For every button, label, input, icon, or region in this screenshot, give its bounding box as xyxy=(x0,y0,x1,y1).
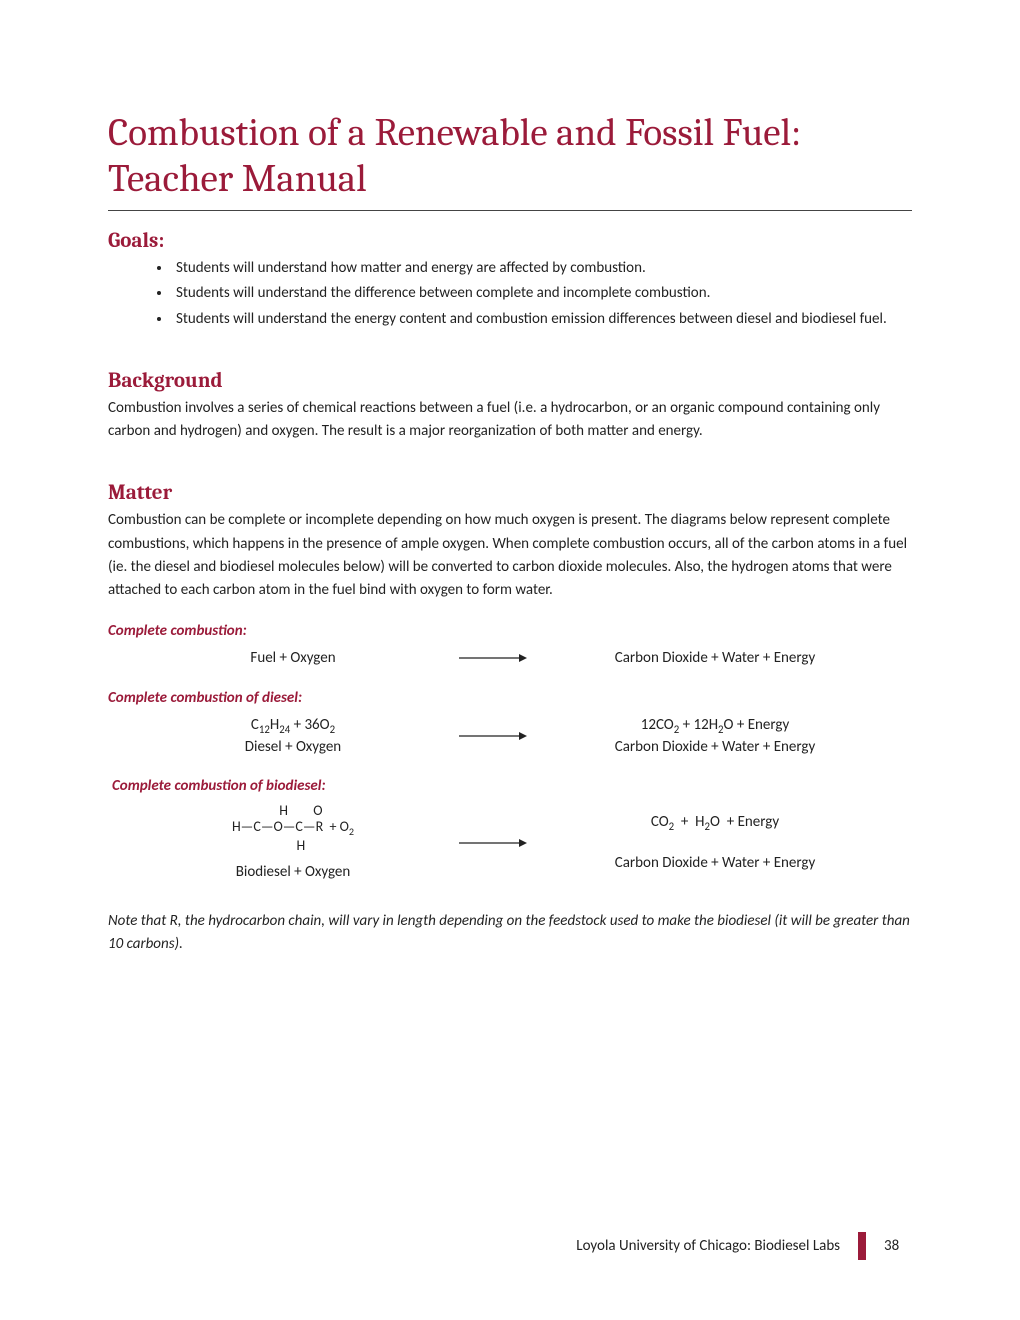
footer-text: Loyola University of Chicago: Biodiesel … xyxy=(576,1237,858,1255)
biodiesel-structure: H O H—C—O—C—R + O2 H xyxy=(232,803,354,854)
equation-left: Fuel + Oxygen xyxy=(108,648,438,668)
list-item: Students will understand the energy cont… xyxy=(172,308,912,331)
words-biodiesel-right: Carbon Dioxide + Water + Energy xyxy=(548,853,882,873)
note-text: Note that R, the hydrocarbon chain, will… xyxy=(108,910,912,955)
goals-list: Students will understand how matter and … xyxy=(108,257,912,331)
page: Combustion of a Renewable and Fossil Fue… xyxy=(0,0,1020,1320)
subheading-complete: Complete combustion: xyxy=(108,622,912,640)
formula-biodiesel-right: CO2 + H2O + Energy xyxy=(548,812,882,835)
formula-diesel-left: C12H24 + 36O2 xyxy=(148,715,438,738)
matter-heading: Matter xyxy=(108,481,912,505)
equation-biodiesel: H O H—C—O—C—R + O2 H Biodiesel + Oxygen … xyxy=(108,803,912,882)
equation-right: Carbon Dioxide + Water + Energy xyxy=(548,648,912,668)
arrow-icon xyxy=(438,731,548,741)
equation-generic: Fuel + Oxygen Carbon Dioxide + Water + E… xyxy=(108,648,912,668)
page-footer: Loyola University of Chicago: Biodiesel … xyxy=(0,1232,912,1260)
matter-text: Combustion can be complete or incomplete… xyxy=(108,509,912,602)
words-biodiesel-left: Biodiesel + Oxygen xyxy=(148,862,438,882)
equation-left: C12H24 + 36O2 Diesel + Oxygen xyxy=(108,715,438,758)
page-number: 38 xyxy=(884,1237,912,1255)
background-text: Combustion involves a series of chemical… xyxy=(108,397,912,444)
words-diesel-left: Diesel + Oxygen xyxy=(148,737,438,757)
equation-left: H O H—C—O—C—R + O2 H Biodiesel + Oxygen xyxy=(108,803,438,882)
background-heading: Background xyxy=(108,369,912,393)
equation-diesel: C12H24 + 36O2 Diesel + Oxygen 12CO2 + 12… xyxy=(108,715,912,758)
arrow-icon xyxy=(438,838,548,848)
subheading-diesel: Complete combustion of diesel: xyxy=(108,689,912,707)
arrow-icon xyxy=(438,653,548,663)
formula-diesel-right: 12CO2 + 12H2O + Energy xyxy=(548,715,882,738)
subheading-biodiesel: Complete combustion of biodiesel: xyxy=(112,777,912,795)
equation-right: 12CO2 + 12H2O + Energy Carbon Dioxide + … xyxy=(548,715,912,758)
page-title: Combustion of a Renewable and Fossil Fue… xyxy=(108,110,912,211)
list-item: Students will understand the difference … xyxy=(172,282,912,305)
equation-right: CO2 + H2O + Energy Carbon Dioxide + Wate… xyxy=(548,812,912,873)
list-item: Students will understand how matter and … xyxy=(172,257,912,280)
goals-heading: Goals: xyxy=(108,229,912,253)
words-diesel-right: Carbon Dioxide + Water + Energy xyxy=(548,737,882,757)
footer-bar xyxy=(858,1232,866,1260)
